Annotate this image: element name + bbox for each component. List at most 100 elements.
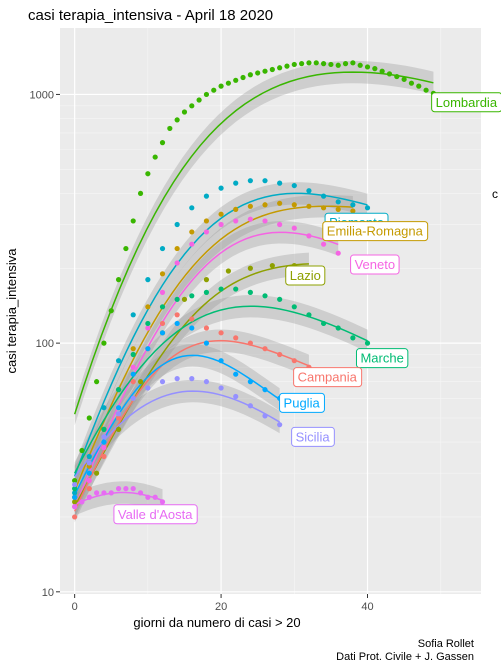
point-lombardia [269,66,275,73]
series-labels: LombardiaPiemonteEmilia-RomagnaVenetoLaz… [113,92,501,525]
point-valle-d-aosta [145,494,151,500]
point-campania [277,351,283,358]
point-puglia [130,371,136,377]
point-lombardia [72,478,78,484]
point-lazio [115,426,122,432]
point-campania [101,453,107,460]
point-emilia-romagna [159,271,166,277]
point-lombardia [394,73,400,80]
point-veneto [291,225,297,231]
point-valle-d-aosta [101,490,107,496]
point-lombardia [94,379,100,385]
label-lombardia: Lombardia [431,92,501,113]
caption-line-1: Sofia Rollet [418,638,474,650]
point-valle-d-aosta [72,504,78,510]
point-piemonte [101,405,107,411]
caption-line-2: Dati Prot. Civile + J. Gassen [336,651,474,663]
point-lombardia [123,245,129,252]
y-axis-label: casi terapia_intensiva [4,248,19,374]
point-veneto [174,260,180,266]
y-tick-label: 1000 [30,89,54,101]
label-box-emilia-romagna [322,221,429,242]
label-text-sicilia: Sicilia [296,429,331,444]
point-puglia [247,379,253,385]
label-box-puglia [279,392,325,413]
point-lombardia [255,70,261,76]
point-emilia-romagna [189,229,195,235]
point-marche [277,296,283,302]
point-campania [218,330,224,336]
y-tick-label: 10 [42,587,54,599]
point-veneto [306,233,312,239]
point-lazio [181,296,188,302]
point-veneto [203,229,210,235]
point-lombardia [225,80,231,86]
point-emilia-romagna [130,346,136,352]
point-sicilia [115,411,122,417]
point-valle-d-aosta [152,494,158,500]
point-lombardia [372,66,378,72]
point-piemonte [115,358,122,364]
point-lombardia [196,97,202,103]
x-tick-label: 0 [72,601,78,613]
point-sicilia [203,379,210,385]
point-marche [189,293,195,299]
plot-panel [60,28,481,594]
line-lombardia [73,71,434,415]
point-campania [203,325,210,331]
label-puglia: Puglia [279,392,325,413]
label-campania: Campania [293,367,363,388]
point-piemonte [364,205,371,211]
point-sicilia [247,403,253,409]
point-emilia-romagna [350,208,356,214]
point-sicilia [233,393,239,400]
point-valle-d-aosta [86,494,92,500]
line-puglia [73,354,281,496]
point-puglia [86,470,92,476]
point-piemonte [335,199,341,205]
point-piemonte [247,178,253,184]
point-lazio [94,470,100,476]
point-puglia [203,340,210,346]
y-tick-label: 100 [36,338,54,350]
point-lombardia [262,68,268,74]
label-text-puglia: Puglia [284,395,321,410]
point-sicilia [72,481,78,488]
point-emilia-romagna [233,206,239,212]
point-piemonte [350,202,356,208]
point-campania [115,415,122,421]
point-puglia [101,439,107,445]
point-lombardia [342,61,349,67]
label-box-marche [355,348,409,369]
point-lombardia [364,64,371,70]
point-lombardia [284,63,290,69]
point-lombardia [174,117,180,123]
point-valle-d-aosta [79,499,85,505]
point-lombardia [357,62,363,68]
point-lombardia [101,340,107,346]
point-campania [247,340,253,346]
point-sicilia [262,413,268,419]
point-lombardia [291,61,297,68]
point-veneto [101,445,107,451]
point-sicilia [159,379,166,385]
point-marche [72,486,78,492]
point-piemonte [233,180,239,186]
point-lombardia [159,140,166,146]
band-piemonte [74,182,368,488]
point-piemonte [86,453,92,460]
point-emilia-romagna [335,206,341,212]
point-valle-d-aosta [108,490,114,496]
label-text-campania: Campania [298,370,358,385]
point-emilia-romagna [203,218,210,224]
point-sicilia [218,385,224,391]
point-lombardia [233,77,239,83]
label-box-campania [293,367,363,388]
line-campania [73,339,310,512]
label-text-valle-d-aosta: Valle d'Aosta [118,507,193,522]
point-veneto [262,218,268,224]
point-emilia-romagna [174,245,180,252]
point-puglia [218,358,224,364]
band-puglia [74,344,280,507]
point-piemonte [203,193,210,199]
